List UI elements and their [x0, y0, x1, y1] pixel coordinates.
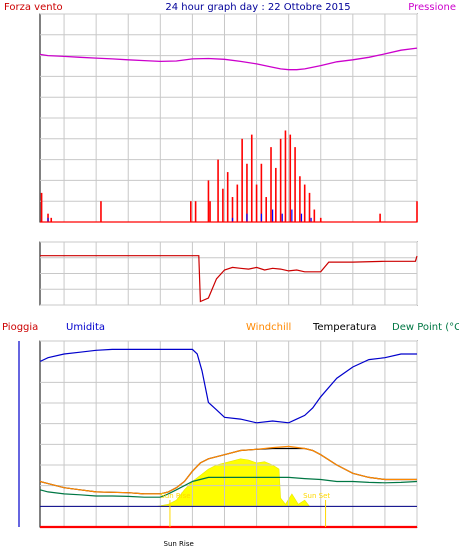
umidita-line	[39, 348, 417, 424]
solar-area	[157, 458, 311, 507]
sunrise-label: Sun Rise	[160, 492, 190, 500]
temperature-plot-grid	[40, 340, 418, 528]
legend-dew-point: Dew Point (°C	[392, 322, 459, 333]
wind-direction-line	[40, 255, 418, 303]
pressure-label: Pressione	[408, 2, 456, 13]
legend-temperature: Temperatura	[312, 322, 377, 333]
wind-plot-series	[39, 47, 418, 223]
wind-speed-label: Forza vento	[4, 2, 63, 13]
windchill-line	[39, 445, 417, 495]
legend-humidity: Umidita	[66, 322, 105, 333]
dew-point-c-line	[39, 476, 418, 498]
sunrise-label-bottom: Sun Rise	[164, 540, 194, 548]
solar-radiation-area	[157, 458, 311, 507]
sunset-label: Sun Set	[303, 492, 330, 500]
temperature-plot-series	[39, 348, 418, 529]
pressure-line	[39, 47, 418, 71]
legend-rain: Pioggia	[2, 322, 38, 333]
chart-title: 24 hour graph day : 22 Ottobre 2015	[165, 2, 350, 13]
direction-plot-grid	[40, 241, 418, 306]
legend-windchill: Windchill	[246, 322, 291, 333]
direction-plot-series	[40, 255, 418, 303]
